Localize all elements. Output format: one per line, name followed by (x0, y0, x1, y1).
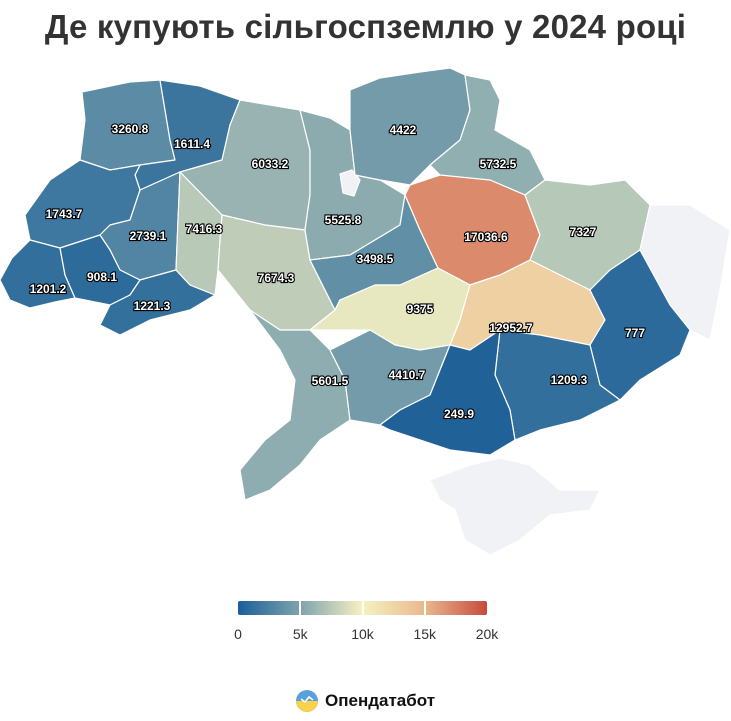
legend-tick-label: 15k (413, 626, 437, 642)
legend-tick-mark (299, 601, 302, 615)
region-value-label-zaporizhzhia: 1209.3 (551, 373, 588, 387)
region-value-label-chernivtsi: 1221.3 (134, 299, 171, 313)
region-value-label-lviv: 1743.7 (46, 207, 83, 221)
region-value-label-ivano-frankivsk: 908.1 (87, 270, 117, 284)
brand-logo: Опендатабот (295, 688, 435, 714)
region-odesa[interactable] (239, 309, 351, 501)
region-value-label-vinnytsia: 7674.3 (258, 271, 295, 285)
legend-tick-label: 20k (475, 626, 499, 642)
region-value-label-kharkiv: 7327 (570, 225, 597, 239)
region-value-label-dnipropetrovsk: 12952.7 (489, 321, 533, 335)
region-value-label-poltava: 17036.6 (464, 230, 508, 244)
opendatabot-logo-icon (296, 690, 318, 712)
region-value-label-chernihiv: 4422 (390, 123, 417, 137)
chart-title: Де купують сільгоспземлю у 2024 році (44, 8, 687, 45)
region-value-label-ternopil: 2739.1 (130, 229, 167, 243)
region-value-label-kyiv: 5525.8 (325, 213, 362, 227)
region-value-label-odesa: 5601.5 (312, 374, 349, 388)
region-value-label-sumy: 5732.5 (480, 157, 517, 171)
legend-tick-label: 10k (351, 626, 374, 642)
region-value-label-kirovohrad: 9375 (407, 302, 434, 316)
region-value-label-rivne: 1611.4 (174, 137, 210, 151)
brand-name: Опендатабот (325, 691, 436, 710)
region-crimea[interactable] (429, 457, 601, 556)
region-value-label-cherkasy: 3498.5 (357, 252, 394, 266)
legend-tick-label: 0 (234, 626, 242, 642)
region-value-label-khmelnytskyi: 7416.3 (186, 222, 223, 236)
region-value-label-volyn: 3260.8 (112, 122, 149, 136)
region-value-label-donetsk: 777 (625, 326, 645, 340)
region-kyiv-city[interactable] (339, 169, 361, 197)
region-kherson[interactable] (379, 329, 516, 456)
legend-tick-mark (361, 601, 364, 615)
region-donetsk[interactable] (589, 249, 691, 401)
region-value-label-zhytomyr: 6033.2 (252, 157, 289, 171)
region-value-label-kherson: 249.9 (444, 407, 474, 421)
legend-tick-mark (423, 601, 426, 615)
region-value-label-mykolaiv: 4410.7 (389, 368, 426, 382)
region-value-label-zakarpattia: 1201.2 (30, 282, 67, 296)
legend-tick-label: 5k (292, 626, 308, 642)
